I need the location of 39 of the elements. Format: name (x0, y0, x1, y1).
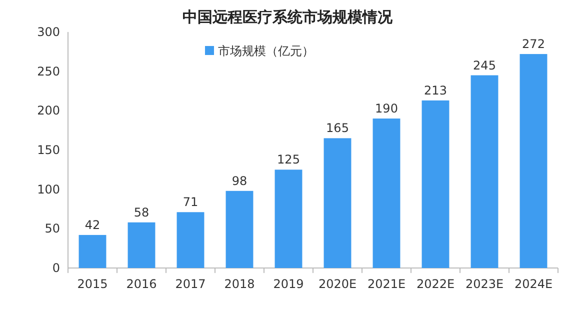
y-tick-label: 300 (37, 25, 60, 39)
y-tick-label: 250 (37, 64, 60, 78)
data-label: 245 (473, 58, 496, 72)
x-tick-label: 2024E (514, 277, 553, 291)
bar (520, 54, 548, 268)
bar (422, 100, 450, 268)
x-tick-label: 2018 (224, 277, 255, 291)
y-tick-label: 200 (37, 104, 60, 118)
bar (226, 190, 254, 268)
bar (372, 118, 400, 268)
x-tick-label: 2016 (126, 277, 157, 291)
y-tick-label: 100 (37, 182, 60, 196)
x-tick-label: 2020E (318, 277, 357, 291)
y-tick-label: 50 (44, 222, 60, 236)
x-tick-label: 2019 (273, 277, 304, 291)
data-label: 42 (84, 218, 100, 232)
data-label: 213 (424, 83, 447, 98)
y-tick-label: 150 (37, 143, 60, 157)
bar (324, 138, 352, 268)
bar (274, 170, 302, 268)
x-tick-label: 2017 (175, 277, 206, 291)
data-label: 190 (375, 102, 398, 116)
legend-label: 市场规模（亿元） (218, 44, 314, 58)
chart-title: 中国远程医疗系统市场规模情况 (182, 8, 394, 26)
x-tick-label: 2023E (465, 277, 504, 291)
x-tick-label: 2021E (367, 277, 406, 291)
data-label: 272 (522, 37, 545, 52)
data-label: 125 (277, 152, 300, 167)
data-label: 165 (326, 121, 349, 136)
x-tick-label: 2015 (77, 277, 108, 291)
data-label: 58 (134, 205, 150, 220)
bar (470, 75, 498, 268)
y-tick-label: 0 (52, 261, 60, 275)
x-tick-label: 2022E (416, 277, 455, 291)
bar (176, 212, 204, 268)
data-label: 98 (232, 174, 248, 188)
bar (78, 234, 106, 268)
bar (128, 222, 156, 268)
data-label: 71 (182, 195, 198, 210)
